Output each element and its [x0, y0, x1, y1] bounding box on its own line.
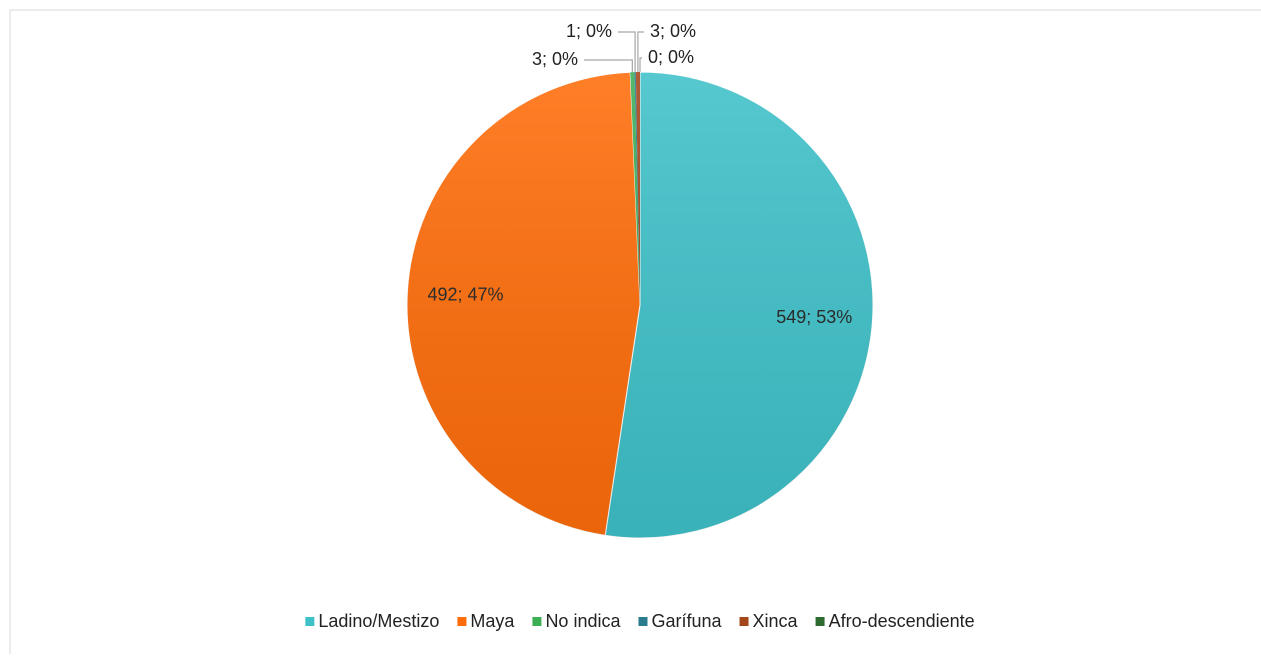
legend-label: Xinca — [753, 611, 799, 631]
legend-label: Afro-descendiente — [829, 611, 975, 631]
leader-line — [618, 31, 636, 73]
chart-border — [9, 9, 1261, 659]
data-label: 0; 0% — [648, 47, 694, 67]
legend-label: Maya — [470, 611, 515, 631]
data-label: 549; 53% — [776, 307, 852, 327]
data-label: 492; 47% — [427, 284, 503, 304]
data-label: 3; 0% — [650, 21, 696, 41]
legend-swatch — [532, 617, 542, 626]
pie-slice — [604, 71, 874, 539]
data-label: 1; 0% — [566, 21, 612, 41]
legend-label: No indica — [545, 611, 621, 631]
legend-label: Garífuna — [651, 611, 722, 631]
legend-swatch — [815, 617, 825, 626]
legend-swatch — [739, 617, 749, 626]
leader-line — [584, 59, 633, 73]
leader-line — [637, 31, 644, 73]
legend-swatch — [638, 617, 648, 626]
legend-label: Ladino/Mestizo — [318, 611, 439, 631]
leader-line — [639, 57, 642, 72]
legend-swatch — [457, 617, 467, 626]
legend-swatch — [305, 617, 315, 626]
data-label: 3; 0% — [532, 49, 578, 69]
